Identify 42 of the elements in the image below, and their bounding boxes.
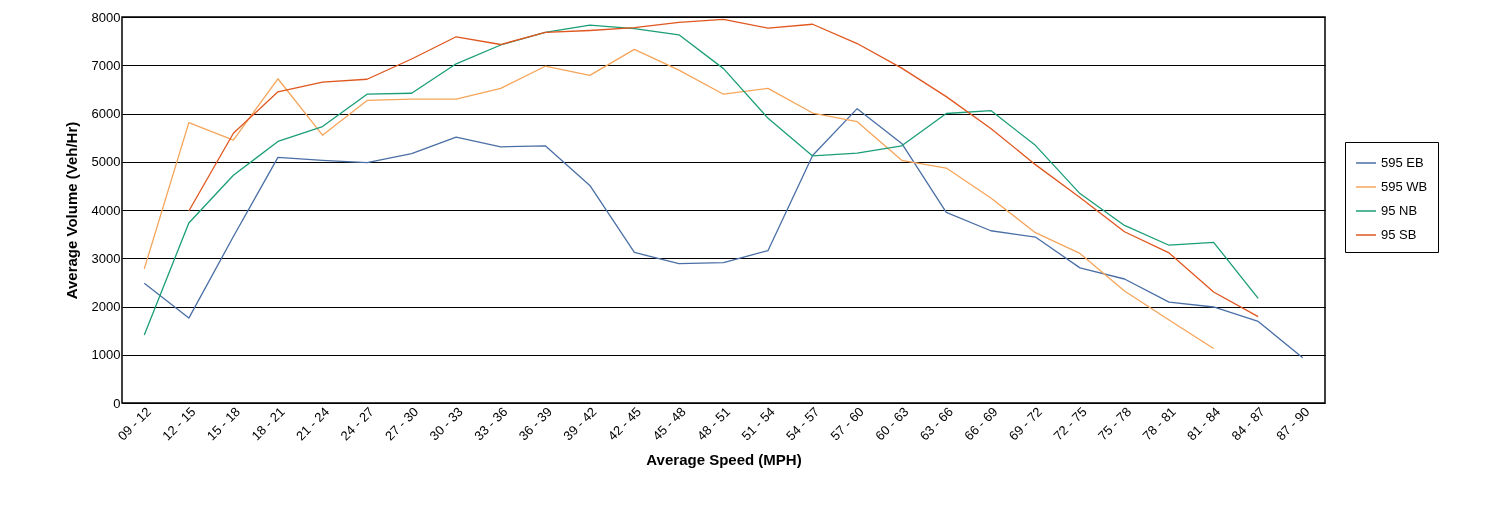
y-tick-label: 7000: [91, 57, 121, 73]
y-axis-title: Average Volume (Veh/Hr): [62, 121, 80, 300]
x-tick-label: 84 - 87: [1228, 404, 1268, 444]
x-tick-label: 36 - 39: [515, 404, 555, 444]
x-tick-label: 60 - 63: [872, 404, 912, 444]
x-tick-label: 72 - 75: [1050, 404, 1090, 444]
x-tick-label: 87 - 90: [1273, 404, 1313, 444]
x-tick-label: 63 - 66: [916, 404, 956, 444]
x-tick-label: 27 - 30: [382, 404, 422, 444]
x-tick-label: 15 - 18: [203, 404, 244, 444]
y-tick-label: 6000: [91, 106, 121, 121]
x-tick-label: 81 - 84: [1184, 404, 1224, 444]
x-tick-label: 33 - 36: [471, 404, 511, 444]
x-tick-label: 75 - 78: [1094, 404, 1135, 444]
y-tick-label: 5000: [91, 154, 121, 170]
x-tick-label: 69 - 72: [1005, 404, 1046, 444]
x-tick-label: 21 - 24: [292, 404, 333, 444]
x-tick-label: 39 - 42: [560, 404, 600, 444]
x-tick-label: 30 - 33: [426, 404, 466, 444]
legend-label: 95 NB: [1381, 203, 1418, 218]
x-tick-label: 66 - 69: [961, 404, 1001, 444]
legend-label: 595 WB: [1381, 179, 1428, 194]
x-tick-label: 18 - 21: [248, 404, 288, 444]
y-tick-label: 0: [113, 395, 121, 411]
y-tick-label: 8000: [91, 9, 121, 25]
y-tick-label: 4000: [91, 202, 121, 218]
x-tick-label: 42 - 45: [604, 404, 645, 444]
y-tick-label: 1000: [91, 347, 121, 363]
x-tick-label: 12 - 15: [159, 404, 199, 444]
legend-label: 595 EB: [1381, 155, 1424, 170]
x-tick-label: 54 - 57: [783, 404, 823, 444]
x-tick-label: 48 - 51: [693, 404, 734, 444]
x-tick-label: 57 - 60: [827, 404, 867, 444]
legend-label: 95 SB: [1381, 227, 1417, 242]
x-tick-label: 78 - 81: [1139, 404, 1179, 444]
x-tick-label: 51 - 54: [738, 404, 778, 444]
y-tick-label: 2000: [91, 299, 121, 314]
x-tick-label: 24 - 27: [337, 404, 377, 444]
x-axis-title: Average Speed (MPH): [646, 451, 802, 469]
x-tick-label: 45 - 48: [649, 404, 689, 444]
line-series: [143, 108, 1304, 359]
y-tick-label: 3000: [91, 250, 121, 266]
